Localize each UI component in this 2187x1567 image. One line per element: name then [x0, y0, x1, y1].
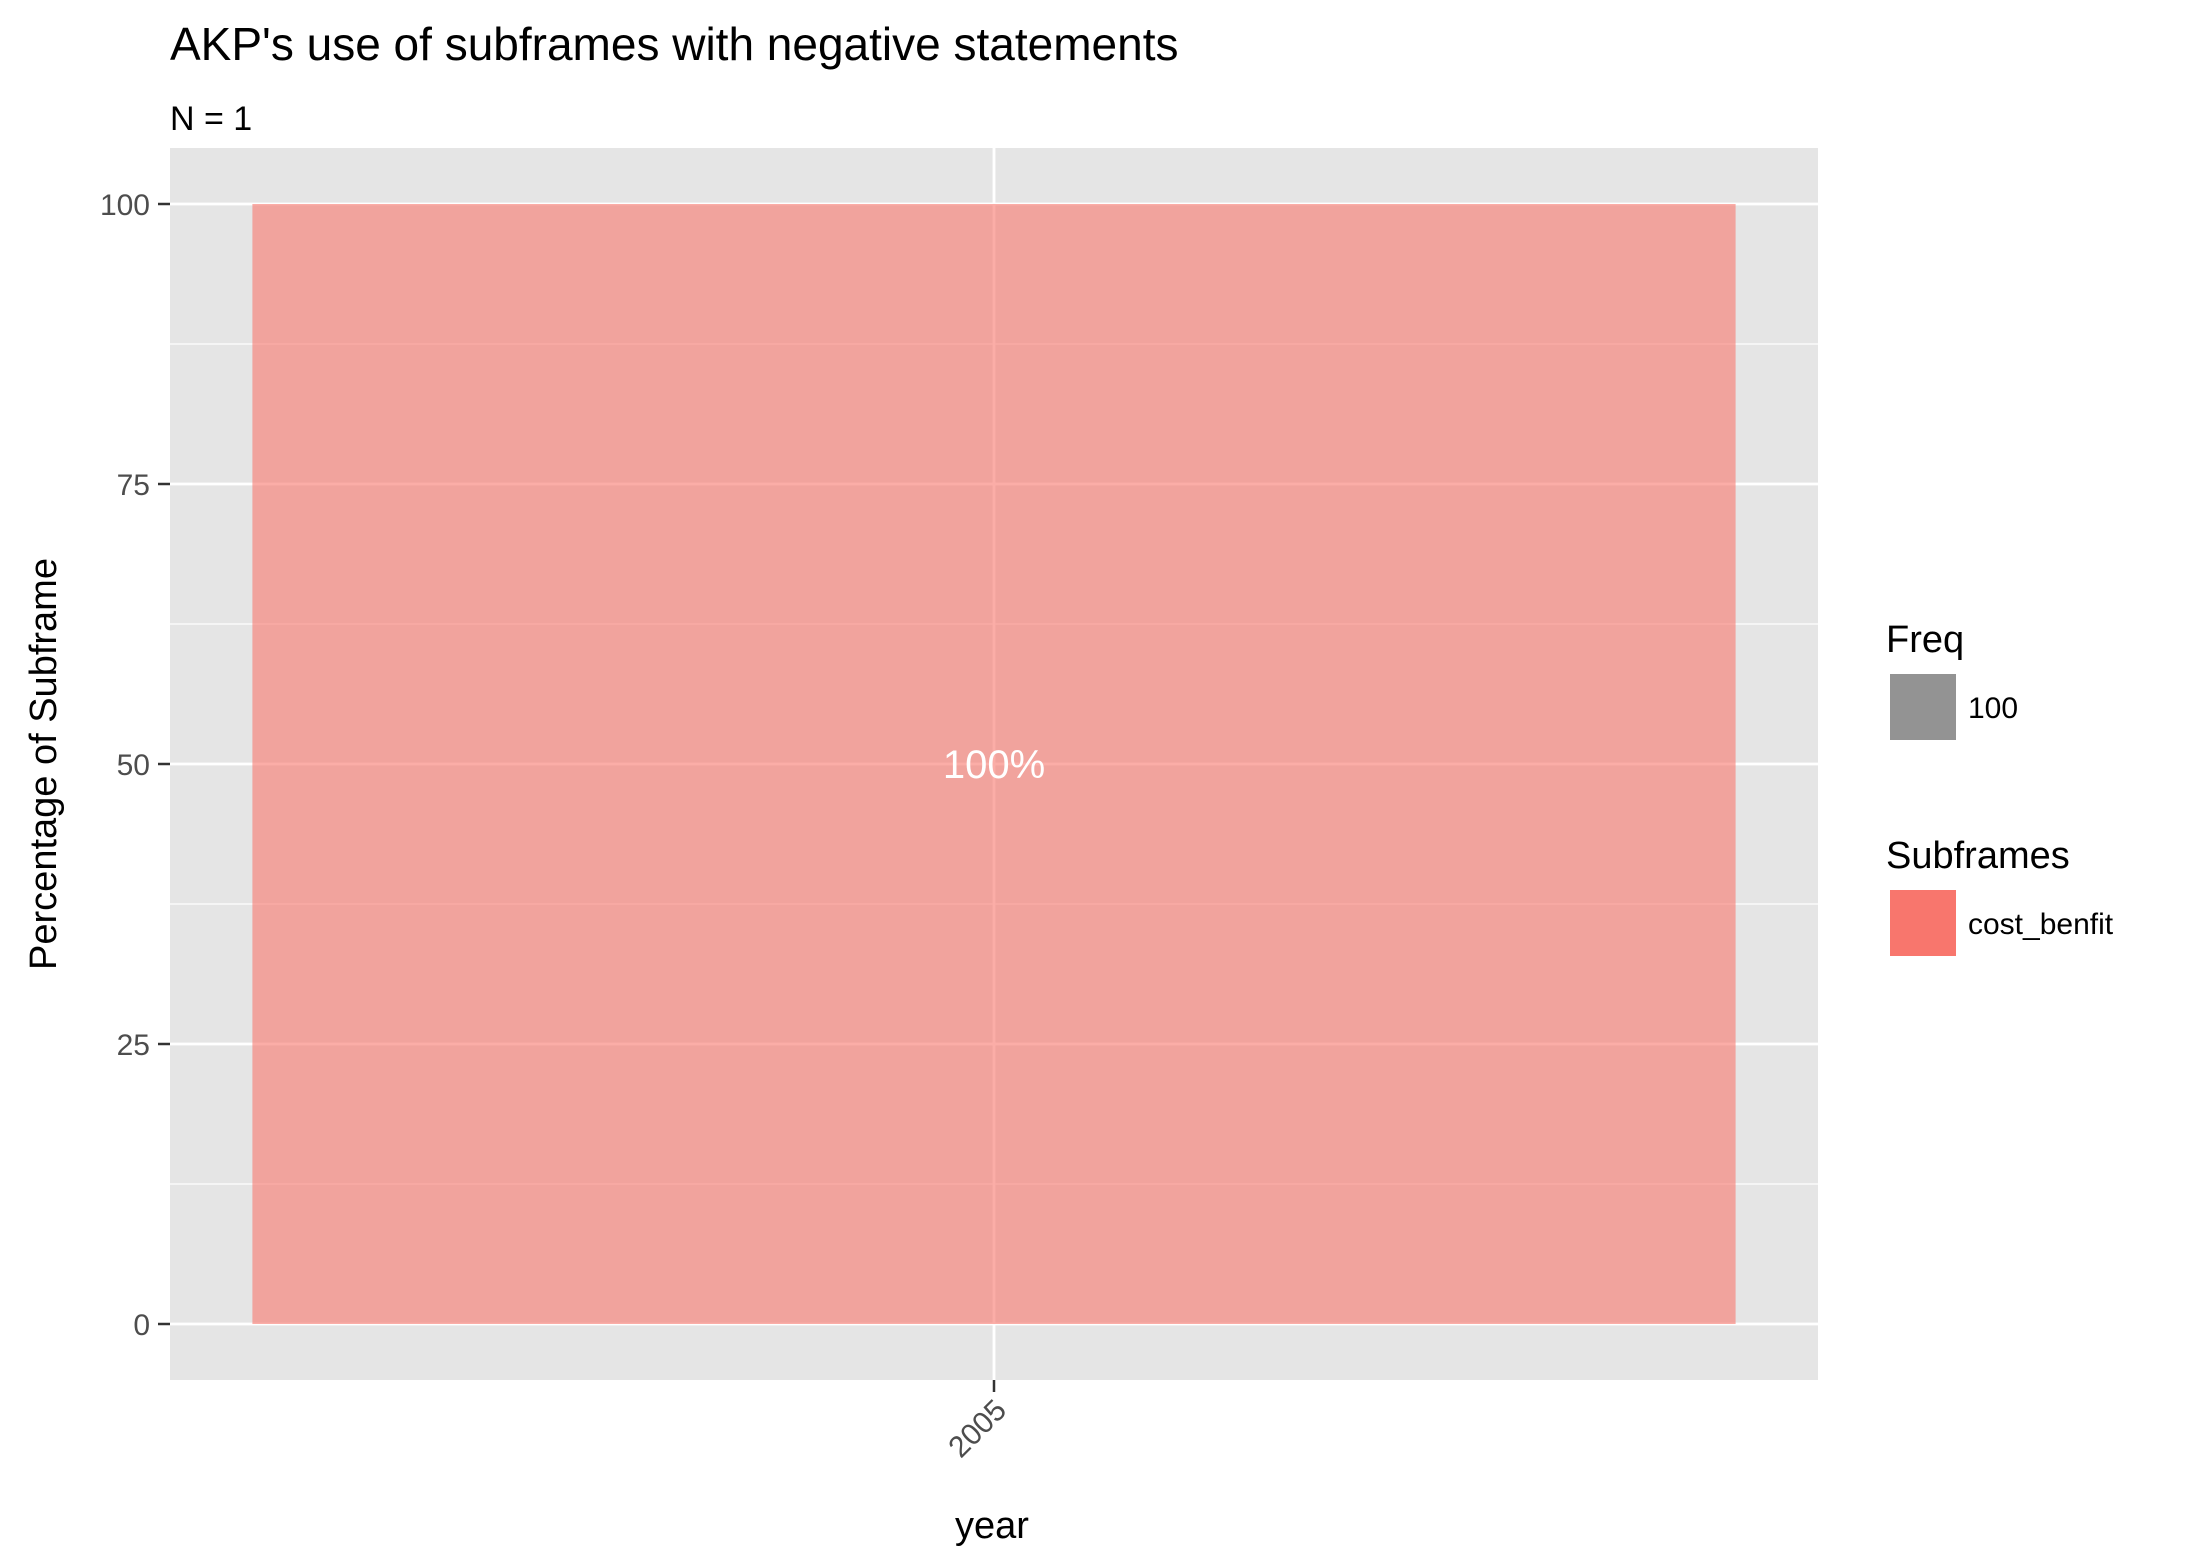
x-axis-title: year: [955, 1505, 1029, 1547]
y-tick-label: 25: [117, 1029, 150, 1062]
data-labels: 100%: [943, 743, 1045, 787]
legend-title: Freq: [1886, 619, 1964, 661]
y-tick-label: 50: [117, 749, 150, 782]
y-tick-label: 75: [117, 469, 150, 502]
legend-title: Subframes: [1886, 835, 2070, 877]
bar: [252, 204, 1736, 1324]
y-axis-title: Percentage of Subframe: [23, 558, 65, 970]
legend-label: 100: [1968, 692, 2018, 725]
y-tick-label: 100: [100, 189, 150, 222]
y-axis: 0 25 50 75 100: [100, 189, 170, 1342]
legend-block: Subframes cost_benfit: [1886, 835, 2114, 956]
chart-subtitle: N = 1: [170, 100, 252, 138]
data-label: 100%: [943, 743, 1045, 787]
legend-swatch: [1890, 890, 1956, 956]
bars: [252, 204, 1736, 1324]
chart-title: AKP's use of subframes with negative sta…: [170, 18, 1179, 70]
legend-swatch: [1890, 674, 1956, 740]
legend-label: cost_benfit: [1968, 908, 2114, 941]
y-tick-label: 0: [133, 1309, 150, 1342]
